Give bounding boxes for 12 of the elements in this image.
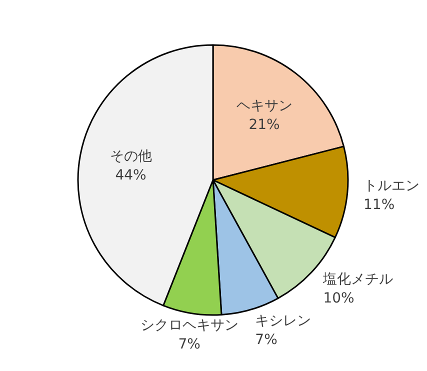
data-label: 11% bbox=[364, 197, 395, 214]
slice-label: キシレン bbox=[255, 313, 312, 330]
slice-label: ヘキサン bbox=[236, 98, 292, 114]
data-label: 10% bbox=[323, 290, 354, 307]
slice-label: シクロヘキサン bbox=[140, 317, 238, 334]
data-label: 7% bbox=[255, 332, 278, 348]
slice-label: その他 bbox=[110, 148, 152, 164]
data-label: 7% bbox=[178, 336, 200, 352]
data-label: 44% bbox=[115, 167, 146, 184]
data-label: 21% bbox=[248, 116, 280, 133]
slice-label: トルエン bbox=[364, 178, 420, 194]
slice-label: 塩化メチル bbox=[322, 272, 394, 288]
